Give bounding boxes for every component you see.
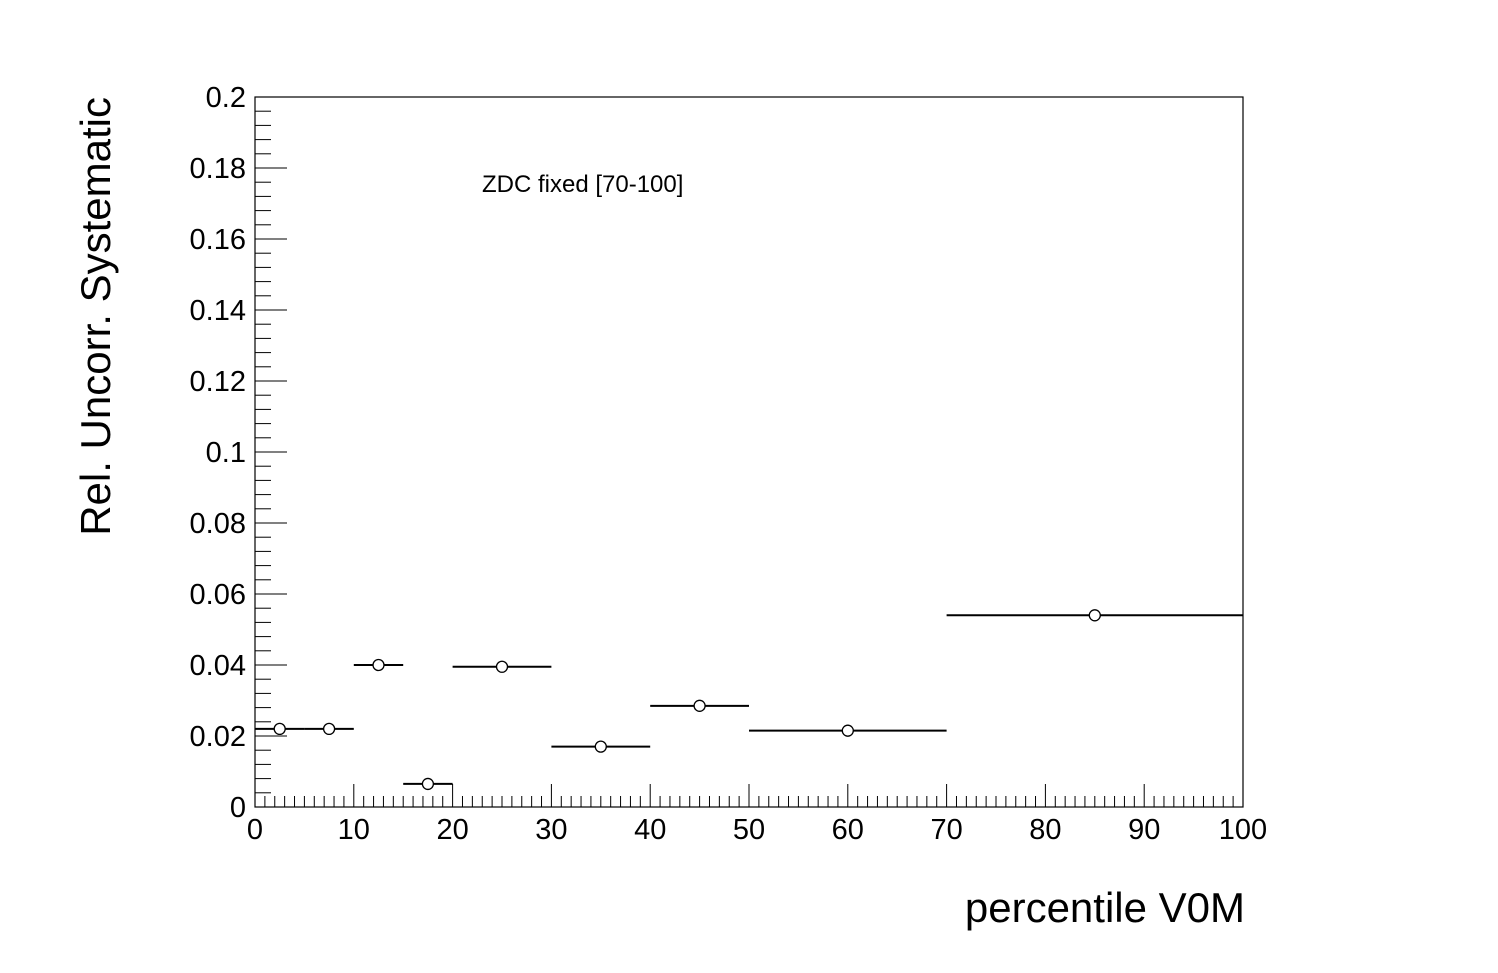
data-point (273, 722, 286, 736)
x-tick-label: 80 (1029, 814, 1061, 846)
data-point-group (650, 699, 749, 712)
annotation-label: ZDC fixed [70-100] (482, 171, 683, 198)
y-tick-label: 0.18 (190, 153, 246, 185)
x-tick-label: 100 (1219, 814, 1267, 846)
data-point (322, 722, 336, 736)
y-tick-label: 0.14 (190, 295, 246, 327)
y-tick-label: 0.08 (190, 508, 246, 540)
data-point-group (749, 724, 947, 737)
plot-frame (254, 96, 1244, 808)
x-tick-label: 20 (436, 814, 468, 846)
x-tick-label: 30 (535, 814, 567, 846)
data-point (693, 699, 706, 712)
y-tick-label: 0.16 (190, 224, 246, 256)
y-tick-label: 0.02 (190, 721, 246, 753)
data-point-group (255, 722, 305, 736)
data-point-group (452, 660, 552, 673)
x-tick-label: 60 (832, 814, 864, 846)
data-point-group (304, 722, 354, 736)
x-axis-title: percentile V0M (965, 884, 1245, 931)
y-tick-label: 0.06 (190, 579, 246, 611)
data-point-group (403, 777, 453, 791)
data-point (1088, 609, 1101, 622)
y-axis: 0 0.02 0.04 0.06 0.08 0.1 0.12 0.14 0.16 0.18 0.2 (190, 82, 287, 824)
data-point-group (946, 609, 1243, 622)
x-tick-label: 40 (634, 814, 666, 846)
y-tick-label: 0.04 (190, 650, 246, 682)
y-tick-label: 0.2 (206, 82, 246, 114)
x-axis: 0 10 20 30 40 50 60 70 80 90 100 (247, 784, 1267, 846)
x-tick-label: 0 (247, 814, 263, 846)
y-axis-title: Rel. Uncorr. Systematic (72, 97, 119, 536)
x-tick-label: 90 (1128, 814, 1160, 846)
data-series (255, 609, 1243, 791)
x-tick-label: 70 (930, 814, 962, 846)
data-point (495, 660, 509, 673)
y-tick-label: 0.1 (206, 437, 246, 469)
data-point (421, 777, 435, 791)
y-tick-label: 0 (230, 792, 246, 824)
data-point (841, 724, 854, 737)
data-point-group (353, 658, 404, 672)
data-point (594, 740, 607, 753)
x-tick-label: 10 (338, 814, 370, 846)
data-point (372, 658, 385, 672)
x-tick-label: 50 (733, 814, 765, 846)
data-point-group (551, 740, 651, 753)
y-tick-label: 0.12 (190, 366, 246, 398)
